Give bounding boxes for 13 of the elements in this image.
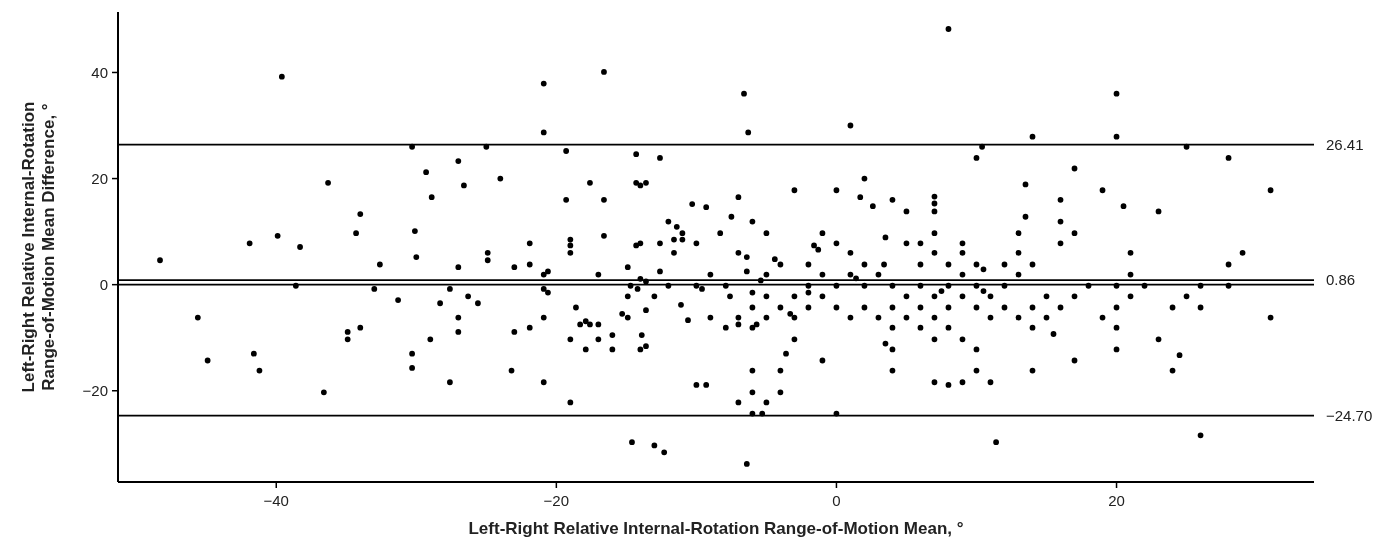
y-axis-title: Left-Right Relative Internal-Rotation Range-of-Motion Mean Difference, °: [19, 101, 58, 393]
ref-line-label: −24.70: [1326, 406, 1373, 424]
x-tick-label: −20: [543, 492, 570, 509]
x-tick-label: 0: [832, 492, 841, 509]
y-tick-label: 40: [91, 63, 108, 81]
ref-line-label: 0.86: [1326, 271, 1356, 289]
y-tick-label: 20: [91, 169, 108, 187]
x-axis-title: Left-Right Relative Internal-Rotation Range-of-Motion Mean, °: [468, 519, 964, 538]
y-tick-label: −20: [82, 382, 108, 400]
y-tick-label: 0: [99, 275, 108, 293]
x-tick-label: 20: [1108, 492, 1125, 509]
ref-line-label: 26.41: [1326, 135, 1364, 153]
x-tick-label: −40: [263, 492, 289, 509]
